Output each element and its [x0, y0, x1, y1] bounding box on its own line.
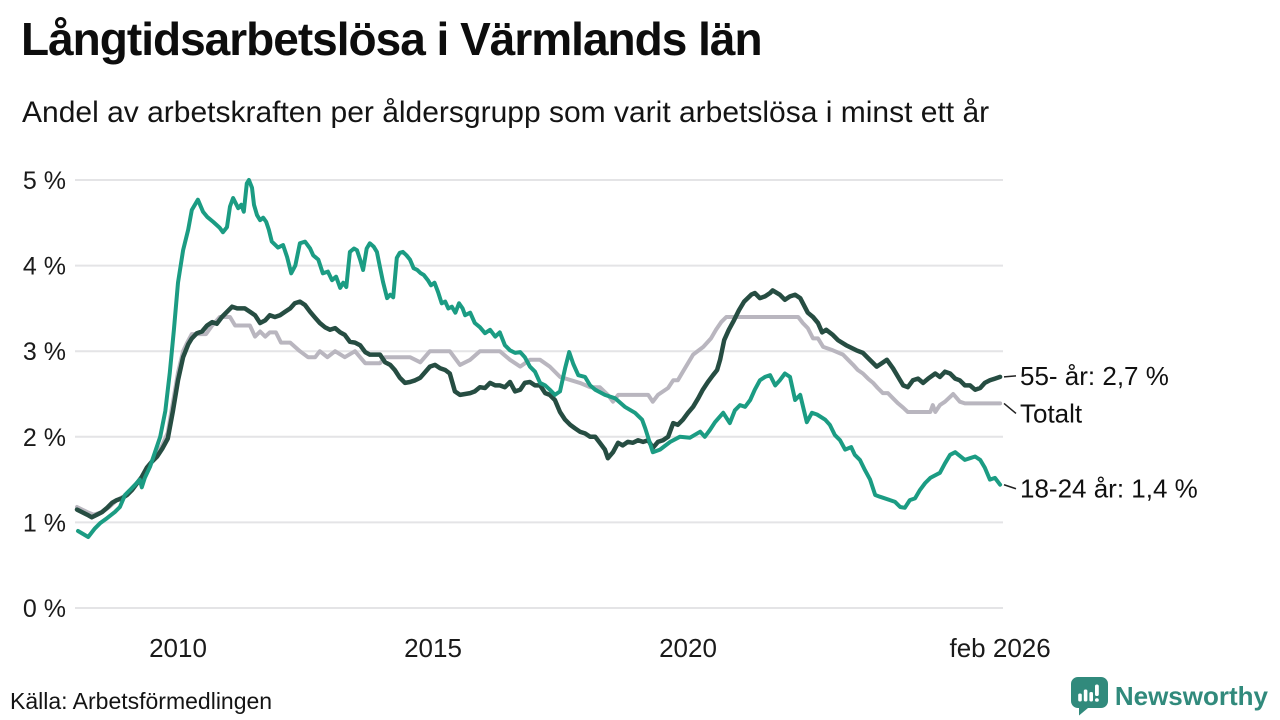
end-label-leader-55 — [1003, 375, 1017, 378]
end-label-leader-totalt — [1003, 402, 1017, 414]
x-axis-tick-label: 2015 — [404, 633, 462, 663]
y-axis-tick-label: 3 % — [23, 338, 66, 366]
end-label-18-24: 18-24 år: 1,4 % — [1020, 474, 1198, 504]
y-axis-labels: 0 % 1 % 2 % 3 % 4 % 5 % — [23, 167, 66, 623]
x-axis-tick-label: feb 2026 — [950, 633, 1051, 663]
x-axis-tick-label: 2010 — [149, 633, 207, 663]
x-axis-tick-label: 2020 — [659, 633, 717, 663]
y-axis-tick-label: 2 % — [23, 424, 66, 452]
newsworthy-brand: Newsworthy — [1070, 676, 1268, 716]
gridlines — [75, 179, 1003, 609]
series-line-55 — [74, 288, 1003, 520]
newsworthy-wordmark: Newsworthy — [1114, 680, 1268, 711]
series-line-totalt — [75, 315, 1003, 517]
end-label-leader-18-24 — [1003, 484, 1017, 490]
series-line-18-24 — [76, 178, 1003, 539]
series-end-labels: Totalt 55- år: 2,7 % 18-24 år: 1,4 % — [1003, 361, 1198, 504]
chart-subtitle: Andel av arbetskraften per åldersgrupp s… — [22, 96, 990, 129]
x-axis-labels: 2010 2015 2020 feb 2026 — [149, 633, 1051, 663]
y-axis-tick-label: 0 % — [23, 595, 66, 623]
newsworthy-logo-icon — [1070, 677, 1108, 716]
y-axis-tick-label: 1 % — [23, 509, 66, 537]
end-label-totalt: Totalt — [1020, 398, 1083, 428]
end-label-55: 55- år: 2,7 % — [1020, 361, 1169, 391]
y-axis-tick-label: 4 % — [23, 253, 66, 281]
page-title: Långtidsarbetslösa i Värmlands län — [21, 13, 763, 65]
source-note: Källa: Arbetsförmedlingen — [10, 688, 273, 714]
y-axis-tick-label: 5 % — [23, 167, 66, 195]
series-lines — [74, 178, 1003, 539]
